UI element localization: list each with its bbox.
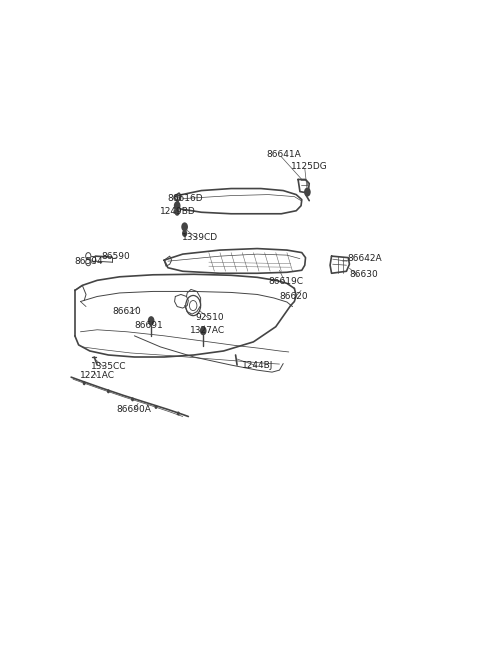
Text: 86616D: 86616D bbox=[167, 194, 203, 203]
Text: 86610: 86610 bbox=[113, 307, 142, 316]
Circle shape bbox=[181, 222, 188, 231]
Text: 1249BD: 1249BD bbox=[160, 207, 195, 215]
Text: 86630: 86630 bbox=[349, 270, 378, 279]
Circle shape bbox=[174, 201, 180, 210]
Circle shape bbox=[175, 209, 180, 215]
Text: 86690A: 86690A bbox=[117, 405, 151, 414]
Text: 1339CD: 1339CD bbox=[182, 233, 218, 242]
Text: 86590: 86590 bbox=[102, 252, 131, 261]
Circle shape bbox=[155, 405, 157, 409]
Text: 1327AC: 1327AC bbox=[190, 326, 225, 335]
Circle shape bbox=[131, 398, 134, 402]
Text: 86641A: 86641A bbox=[266, 150, 301, 159]
Text: 86691: 86691 bbox=[134, 321, 163, 330]
Circle shape bbox=[182, 230, 187, 237]
Circle shape bbox=[107, 389, 110, 393]
Text: 86619C: 86619C bbox=[268, 277, 303, 286]
Text: 1221AC: 1221AC bbox=[80, 371, 115, 380]
Text: 86642A: 86642A bbox=[347, 254, 382, 263]
Text: 86594: 86594 bbox=[74, 257, 103, 266]
Text: 1244BJ: 1244BJ bbox=[242, 360, 274, 369]
Circle shape bbox=[200, 326, 206, 335]
Circle shape bbox=[304, 187, 311, 196]
Circle shape bbox=[83, 381, 85, 385]
Text: 1125DG: 1125DG bbox=[290, 162, 327, 171]
Text: 86620: 86620 bbox=[279, 292, 308, 301]
Circle shape bbox=[148, 316, 155, 326]
Text: 92510: 92510 bbox=[196, 313, 225, 322]
Circle shape bbox=[177, 411, 180, 415]
Text: 1335CC: 1335CC bbox=[91, 362, 126, 371]
